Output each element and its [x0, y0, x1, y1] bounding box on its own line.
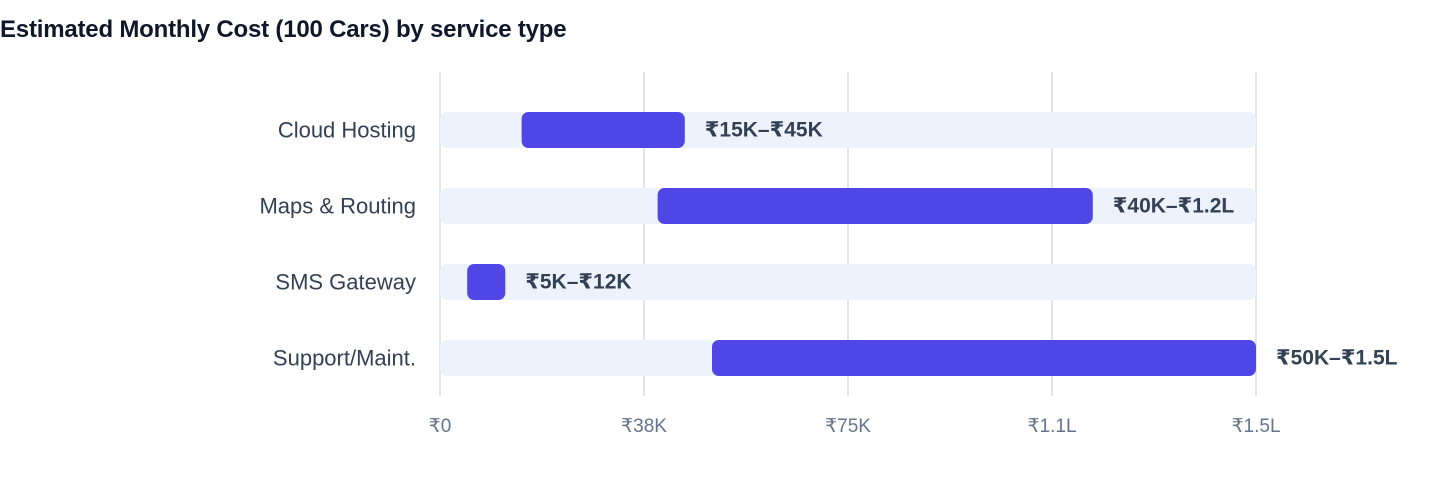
bars — [467, 112, 1256, 376]
labels: Cloud Hosting ₹15K–₹45K Maps & Routing ₹40K… — [259, 118, 1397, 371]
range-bar — [467, 264, 506, 300]
category-label: Cloud Hosting — [278, 118, 416, 143]
value-label: ₹40K–₹1.2L — [1113, 195, 1235, 218]
range-bar — [521, 112, 685, 148]
category-label: SMS Gateway — [275, 270, 416, 295]
range-bar — [657, 188, 1093, 224]
value-label: ₹15K–₹45K — [705, 119, 823, 142]
range-bar — [712, 340, 1256, 376]
bar-track — [440, 264, 1256, 300]
value-label: ₹50K–₹1.5L — [1276, 347, 1398, 370]
x-tick-label: ₹75K — [825, 416, 871, 437]
x-tick-label: ₹0 — [429, 416, 452, 437]
chart-title: Estimated Monthly Cost (100 Cars) by ser… — [0, 16, 567, 43]
value-label: ₹5K–₹12K — [525, 271, 631, 294]
category-label: Support/Maint. — [273, 346, 416, 371]
x-tick-label: ₹1.5L — [1231, 416, 1280, 437]
x-tick-label: ₹1.1L — [1027, 416, 1076, 437]
x-tick-label: ₹38K — [621, 416, 667, 437]
x-axis-ticks: ₹0 ₹38K ₹75K ₹1.1L ₹1.5L — [429, 416, 1281, 437]
category-label: Maps & Routing — [259, 194, 416, 219]
